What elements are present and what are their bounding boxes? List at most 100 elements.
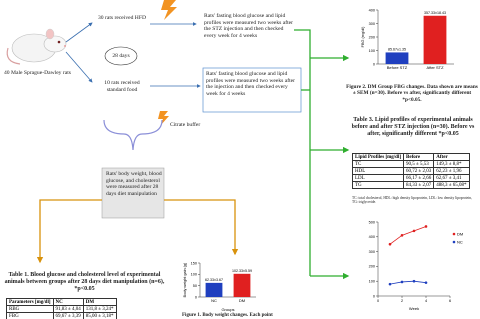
y-tick-label: 0 <box>373 62 375 66</box>
cell: 84,33 ± 2,07 <box>403 181 435 189</box>
chart: 0 100 200 300 400 500 Week 0 2 4 6 DM NC <box>369 220 464 311</box>
cell: 149,3 ± 8,8* <box>433 160 470 168</box>
table-row: LDL 66,17 ± 2,66 62,67 ± 3,41 <box>351 174 470 182</box>
header-cell: Parameters [mg/dl] <box>6 298 54 306</box>
arrow <box>65 22 93 43</box>
table-row: Parameters [mg/dl] NC DM <box>6 298 117 306</box>
y-tick-label: 100 <box>369 49 375 53</box>
cell: 131,8 ± 3,24* <box>82 305 117 313</box>
legend-swatch <box>452 232 456 236</box>
cell: HDL <box>351 167 405 175</box>
step-text: Rats' fasting blood glucose and lipid pr… <box>206 71 295 98</box>
x-tick-label: 6 <box>449 299 451 303</box>
y-tick-label: 400 <box>369 8 375 12</box>
x-tick-label: After STZ <box>426 65 444 70</box>
lightning-icon <box>158 111 169 126</box>
table-row: TG 84,33 ± 2,07 488,3 ± 65,08* <box>351 181 470 189</box>
header-cell: DM <box>82 298 117 306</box>
table-row: HDL 60,72 ± 2,03 62,23 ± 1,96 <box>351 167 470 175</box>
x-tick-label: Before STZ <box>387 65 408 70</box>
bar <box>205 282 223 297</box>
table-footnote: TC: total cholesterol, HDL: high density… <box>352 196 472 205</box>
x-axis-label: Groups <box>221 307 234 312</box>
x-tick-label: DM <box>239 298 245 303</box>
step-text: Rats' fasting blood glucose and lipid pr… <box>204 13 293 40</box>
table-title: Table 3. Lipid profiles of experimental … <box>351 117 475 138</box>
y-tick-label: 200 <box>369 35 375 39</box>
y-axis-label: FBG (mg/dl) <box>361 26 365 47</box>
y-tick-label: 0 <box>373 294 375 298</box>
treatment-label: Citrate buffer <box>170 122 201 128</box>
cell: 85,00 ± 3,18* <box>82 312 117 319</box>
y-tick-label: 500 <box>369 220 375 224</box>
legend-label: NC <box>457 239 463 244</box>
x-tick-label: NC <box>211 298 217 303</box>
group-label: 30 rats received HFD <box>98 15 146 21</box>
point <box>400 234 404 237</box>
table-slot: Lipid Profiles [mg/dl] Before After TC 90,5 … <box>351 153 470 189</box>
y-tick-label: 200 <box>369 265 375 269</box>
line-series <box>389 226 427 245</box>
value-label: 85.67±1.35 <box>388 47 406 51</box>
table-title: Table 1. Blood glucose and cholesterol l… <box>4 272 165 293</box>
cell: 60,72 ± 2,03 <box>403 167 435 175</box>
duration-circle <box>104 46 138 66</box>
cell: 69,67 ± 3,39 <box>52 312 84 319</box>
box <box>202 67 302 113</box>
group-label: 10 rats received standard food <box>104 80 140 93</box>
table: Parameters [mg/dl] NC DM RBG 91,83 ± 4,04 131… <box>6 298 117 319</box>
table-row: Lipid Profiles [mg/dl] Before After <box>351 153 470 161</box>
point <box>388 242 392 246</box>
point <box>412 279 416 283</box>
caption: Figure 2. DM Group FBG changes. Data sho… <box>346 84 478 103</box>
arrow <box>36 199 102 264</box>
cell: 91,83 ± 4,04 <box>52 305 84 313</box>
table-slot: Parameters [mg/dl] NC DM RBG 91,83 ± 4,04 131… <box>6 298 117 319</box>
table-row: TC 90,5 ± 5,53 149,3 ± 8,8* <box>351 160 470 168</box>
duration-label: 28 days <box>112 53 130 59</box>
chart: 0 100 200 300 400 FBG (mg/dl) 85.67±1.35 Before… <box>361 8 454 70</box>
table: Lipid Profiles [mg/dl] Before After TC 90,5 … <box>351 153 470 189</box>
legend-swatch <box>452 240 456 244</box>
x-tick-label: 0 <box>377 299 379 303</box>
header-cell: Before <box>403 153 435 161</box>
point <box>388 282 392 286</box>
connector <box>294 29 311 276</box>
box <box>101 167 165 219</box>
value-label: 62.33±3.67 <box>205 278 223 282</box>
brace <box>103 119 163 151</box>
line-series <box>389 280 427 285</box>
point <box>400 280 404 284</box>
bar <box>233 273 251 297</box>
rat-image <box>6 28 67 65</box>
step-text: Rats' body weight, blood glucose, and ch… <box>106 171 162 198</box>
y-axis-label: Body weight gain (g) <box>183 262 187 297</box>
cell: 62,67 ± 3,41 <box>433 174 470 182</box>
table-row: RBG 91,83 ± 4,04 131,8 ± 3,24* <box>6 305 117 313</box>
y-tick-label: 400 <box>369 235 375 239</box>
y-tick-label: 100 <box>191 273 197 277</box>
chart: 0 50 100 150 Body weight gain (g) Groups 62.33… <box>183 261 256 312</box>
x-tick-label: 2 <box>401 299 403 303</box>
cell: RBG <box>6 305 54 313</box>
cell: FBG <box>6 312 54 319</box>
value-label: 102.33±5.59 <box>232 269 252 273</box>
point <box>412 229 416 233</box>
cell: TG <box>351 181 405 189</box>
population-label: 40 Male Sprague-Dawley rats <box>4 70 71 76</box>
caption: Figure 1. Body weight changes. Each poin… <box>182 313 273 318</box>
y-tick-label: 300 <box>369 22 375 26</box>
legend-label: DM <box>457 231 463 236</box>
bar <box>423 15 447 64</box>
arrow <box>164 199 239 256</box>
cell: TC <box>351 160 405 168</box>
x-axis-label: Week <box>409 306 419 311</box>
x-tick-label: 4 <box>425 299 427 303</box>
bar <box>385 52 409 64</box>
y-tick-label: 300 <box>369 250 375 254</box>
cell: 488,3 ± 65,08* <box>433 181 470 189</box>
cell: LDL <box>351 174 405 182</box>
cell: 62,23 ± 1,96 <box>433 167 470 175</box>
